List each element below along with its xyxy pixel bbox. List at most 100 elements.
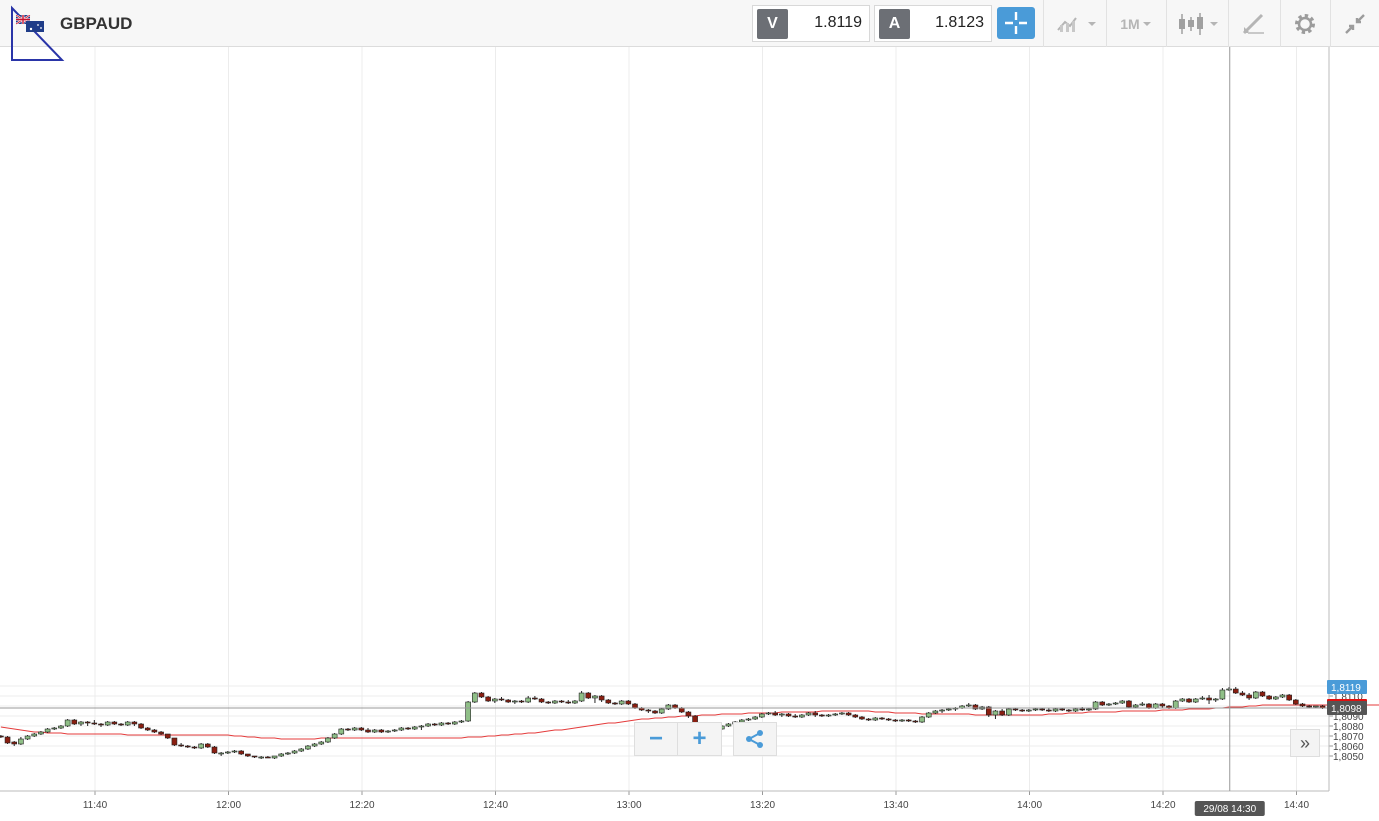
candle-body (999, 710, 1005, 716)
ask-quote-button[interactable]: A 1.8123 (874, 5, 992, 42)
chart-type-button[interactable] (1050, 5, 1102, 42)
candle-body (1152, 703, 1159, 709)
candle-body (58, 725, 64, 729)
candle-bearish (164, 733, 171, 739)
candle-bullish (418, 725, 425, 730)
crosshair-time-label-bg (1194, 801, 1265, 816)
candle-bearish (84, 721, 91, 726)
axes-layer: 1,80501,80601,80701,80801,80901,81001,81… (0, 47, 1364, 811)
candle-body (285, 752, 291, 755)
candle-bullish (832, 713, 839, 716)
candle-body (1005, 708, 1012, 716)
candle-bullish (1279, 694, 1286, 698)
candle-bullish (1112, 702, 1119, 705)
candle-bearish (251, 755, 258, 758)
candle-body (338, 728, 345, 735)
candle-body (411, 726, 418, 730)
zoom-in-button[interactable]: + (678, 722, 722, 756)
candle-body (124, 721, 131, 726)
candle-bearish (558, 700, 565, 703)
candle-bullish (618, 700, 625, 705)
candle-bullish (552, 700, 558, 704)
candle-body (1059, 708, 1065, 711)
collapse-button[interactable] (1334, 5, 1376, 42)
candle-body (899, 719, 905, 722)
candle-style-button[interactable] (1172, 5, 1224, 42)
candle-body (31, 733, 38, 737)
candle-bearish (138, 723, 144, 729)
candle-bearish (485, 696, 491, 702)
candle-bearish (405, 727, 411, 730)
crosshair-button[interactable] (997, 7, 1035, 39)
candle-bearish (191, 746, 198, 749)
corner-triangle-icon (11, 5, 65, 61)
share-button[interactable] (733, 722, 777, 756)
candle-body (485, 696, 491, 702)
candle-bearish (11, 741, 18, 746)
x-tick-label: 14:40 (1284, 800, 1309, 811)
candle-body (805, 712, 812, 716)
candle-body (18, 738, 24, 745)
candle-bullish (965, 703, 972, 707)
candle-body (465, 701, 471, 722)
x-tick-label: 12:20 (349, 800, 374, 811)
toolbar-divider (1330, 0, 1331, 47)
candle-body (278, 753, 285, 757)
candle-bullish (1026, 709, 1032, 712)
candle-body (792, 715, 799, 718)
candle-bearish (211, 746, 218, 754)
candle-bullish (839, 712, 845, 715)
candle-bearish (652, 710, 658, 714)
candle-body (1266, 695, 1272, 700)
candle-body (558, 700, 565, 703)
price-chart[interactable]: 1,80501,80601,80701,80801,80901,81001,81… (0, 47, 1379, 821)
crosshair-time-label: 29/08 14:30 (1203, 804, 1256, 815)
candle-bearish (358, 727, 365, 731)
candle-body (779, 713, 785, 716)
candle-body (1212, 698, 1219, 701)
settings-button[interactable] (1284, 5, 1326, 42)
candle-bullish (24, 735, 31, 740)
candle-bullish (578, 691, 585, 702)
candle-body (512, 700, 518, 703)
candle-bearish (1259, 691, 1266, 697)
candle-bearish (859, 716, 865, 720)
candle-body (812, 712, 819, 716)
candle-bearish (565, 700, 572, 704)
candle-bullish (318, 741, 325, 745)
candle-bullish (78, 721, 84, 726)
scroll-to-latest-button[interactable]: » (1290, 729, 1320, 757)
candle-body (251, 755, 258, 758)
toolbar-divider (1166, 0, 1167, 47)
candle-body (985, 706, 992, 716)
candle-body (1219, 689, 1226, 700)
candle-body (231, 750, 238, 753)
candle-body (318, 741, 325, 745)
candle-bullish (752, 716, 758, 720)
x-tick-label: 12:00 (216, 800, 241, 811)
candle-bullish (285, 752, 291, 755)
candle-bullish (338, 728, 345, 735)
drawing-tools-button[interactable] (1232, 5, 1276, 42)
candle-body (78, 721, 84, 725)
candle-bullish (64, 719, 71, 727)
candle-body (158, 731, 164, 735)
bid-quote-button[interactable]: V 1.8119 (752, 5, 870, 42)
timeframe-dropdown[interactable]: 1M (1110, 5, 1164, 42)
candle-body (4, 736, 11, 744)
candle-body (965, 704, 972, 707)
candle-body (431, 723, 438, 726)
candle-bearish (265, 756, 271, 759)
zoom-out-button[interactable]: − (634, 722, 678, 756)
candle-body (205, 743, 211, 748)
candle-bearish (999, 709, 1005, 716)
candle-body (498, 698, 505, 701)
candle-body (1192, 698, 1199, 703)
candle-body (1172, 700, 1179, 709)
candle-bullish (1273, 696, 1279, 700)
candle-bullish (1139, 702, 1146, 706)
candle-body (118, 723, 124, 726)
candle-body (378, 729, 385, 733)
x-tick-label: 14:20 (1150, 800, 1175, 811)
candle-body (552, 700, 558, 704)
